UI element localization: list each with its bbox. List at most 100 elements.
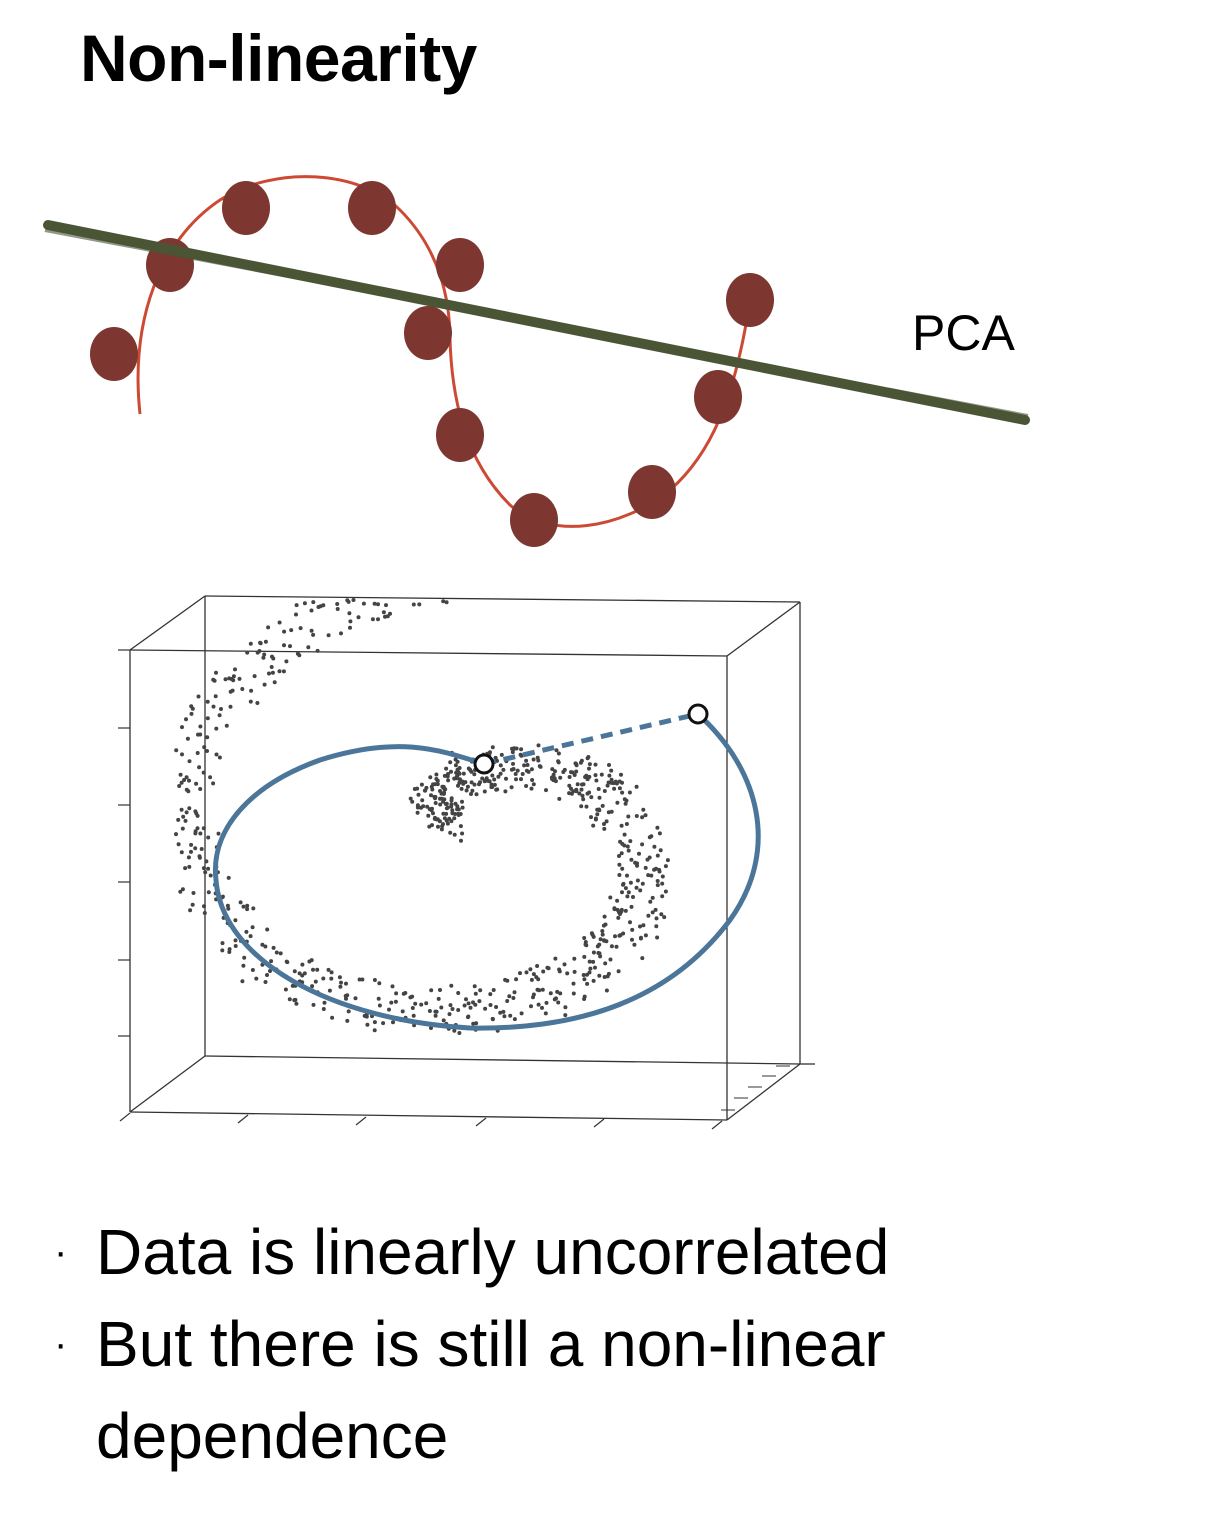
scatter-point [514,777,518,782]
scatter-point [594,778,599,783]
scatter-point [226,906,231,911]
scatter-point [311,967,315,972]
scatter-point [634,814,639,818]
scatter-point [190,902,195,907]
axis-tick [355,1116,367,1126]
scatter-point [233,918,238,923]
scatter-point [558,775,563,780]
scatter-point [310,984,315,989]
scatter-point [640,842,645,847]
scatter-point [509,767,514,772]
scatter-point [460,831,465,836]
scatter-point [250,968,255,972]
scatter-point [588,966,593,971]
scatter-point [490,1016,495,1021]
scatter-point [206,835,211,840]
bullet-text: Data is linearly uncorrelated [96,1216,890,1288]
scatter-point [468,1005,473,1010]
box-edge [129,649,728,657]
scatter-point [462,1003,467,1008]
scatter-point [606,810,611,815]
scatter-point [635,863,639,868]
scatter-point [522,763,527,768]
scatter-point [446,772,450,776]
scatter-point [427,1009,432,1013]
scatter-point [553,956,558,961]
scatter-point [268,969,272,973]
scatter-point [572,773,577,777]
scatter-point [455,767,460,772]
scatter-point [464,997,468,1002]
scatter-point [360,977,365,982]
scatter-point [600,929,605,933]
scatter-point [415,803,420,808]
scatter-point [518,971,522,976]
scatter-point [648,899,653,904]
scatter-point [177,784,182,788]
scatter-point [263,944,268,949]
scatter-point [410,1006,415,1010]
scatter-point [614,781,619,786]
scatter-point [619,907,624,912]
scatter-point [619,823,624,828]
scatter-point [202,904,206,909]
scatter-point [196,732,200,737]
scatter-point [536,1002,541,1007]
scatter-point [327,988,332,993]
scatter-point [260,942,265,947]
scatter-point [180,725,184,730]
scatter-point [634,885,639,890]
scatter-point [444,766,449,771]
scatter-point [419,1002,424,1007]
scatter-point [558,991,563,996]
scatter-point [630,937,634,942]
scatter-point [452,816,457,821]
scatter-point [202,911,207,915]
scatter-point [563,1005,568,1010]
scatter-point [199,847,204,851]
scatter-point [550,767,555,772]
scatter-point [499,752,504,757]
scatter-point [439,1005,444,1010]
scatter-point [384,603,388,608]
scatter-point [585,756,590,761]
scatter-point [556,751,561,756]
scatter-point [201,866,206,871]
scatter-point [389,1000,394,1005]
scatter-point [288,644,292,649]
scatter-point [176,842,181,847]
scatter-point [434,777,439,781]
scatter-point [385,614,390,619]
scatter-point [640,815,645,820]
scatter-point [615,800,620,805]
scatter-point [595,812,600,817]
scatter-point [628,839,633,844]
scatter-point [313,979,318,984]
box-edge [129,1111,728,1121]
scatter-point [289,628,294,633]
scatter-point [573,761,578,766]
scatter-point [429,988,434,993]
scatter-point [204,859,209,864]
scatter-point [410,799,415,804]
scatter-point [315,967,320,972]
scatter-point [309,608,314,613]
scatter-point [490,745,495,750]
scatter-point [529,1004,533,1009]
scatter-point [555,989,560,994]
scatter-point [646,913,651,918]
scatter-point [587,959,592,964]
scatter-point [502,1014,507,1019]
scatter-point [214,726,219,731]
scatter-point [643,865,648,870]
scatter-point [433,1013,438,1018]
bullet-marker: · [54,1230,68,1274]
scatter-point [278,951,283,956]
scatter-point [602,789,607,793]
scatter-point [469,780,474,785]
scatter-point [185,736,190,741]
axis-tick [475,1117,487,1127]
scatter-point [231,674,236,679]
scatter-point [587,790,592,795]
scatter-point [490,785,495,789]
